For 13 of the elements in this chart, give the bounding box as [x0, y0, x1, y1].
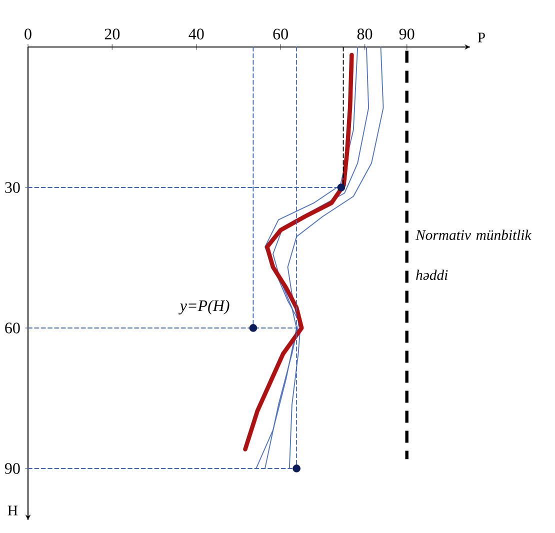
x-tick-label: 40 [188, 28, 204, 40]
y-tick-label: 90 [4, 463, 20, 474]
y-tick-label: 30 [5, 182, 20, 193]
x-tick-label: 20 [104, 28, 120, 40]
y-axis-title: H [8, 506, 18, 516]
text: Normativ münbitlik həddi [415, 230, 532, 280]
x-tick-label: 80 [357, 28, 372, 40]
x-axis-title: P [478, 32, 485, 42]
x-tick-label: 90 [399, 28, 414, 40]
annotation: y=P(H) [178, 300, 230, 314]
y-tick-label: 60 [5, 322, 20, 334]
x-tick-label: 60 [273, 28, 288, 40]
x-tick-label: 0 [24, 28, 32, 40]
